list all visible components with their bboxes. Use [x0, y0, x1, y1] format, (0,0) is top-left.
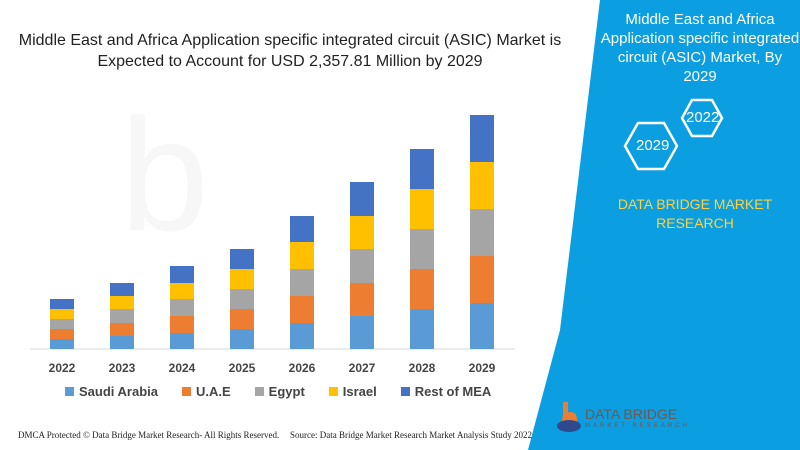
bar-segment-2029-u-a-e — [470, 256, 494, 303]
logo-subtext: MARKET RESEARCH — [585, 423, 690, 429]
bar-segment-2027-saudi-arabia — [350, 316, 374, 349]
legend-item: Israel — [328, 384, 377, 399]
legend-swatch — [254, 387, 264, 396]
legend-swatch — [328, 387, 338, 396]
logo: DATA BRIDGE MARKET RESEARCH — [555, 400, 687, 439]
brand-text: DATA BRIDGE MARKET RESEARCH — [617, 196, 773, 231]
bar-segment-2023-saudi-arabia — [110, 336, 134, 349]
bar-segment-2029-rest-of-mea — [470, 115, 494, 162]
watermark: b — [120, 85, 209, 264]
bar-segment-2028-israel — [410, 189, 434, 229]
bar-segment-2027-israel — [350, 216, 374, 249]
bar-segment-2025-u-a-e — [230, 309, 254, 329]
hexagon-2029 — [623, 121, 679, 171]
legend-item: Rest of MEA — [400, 384, 492, 399]
bar-segment-2029-saudi-arabia — [470, 303, 494, 349]
bar-segment-2022-rest-of-mea — [50, 299, 74, 309]
bar-segment-2026-u-a-e — [290, 296, 314, 323]
x-tick-label: 2024 — [169, 361, 196, 375]
legend-label: Israel — [342, 384, 377, 399]
bar-segment-2023-rest-of-mea — [110, 283, 134, 296]
logo-icon — [557, 402, 581, 432]
x-tick-label: 2026 — [289, 361, 316, 375]
bar-segment-2029-egypt — [470, 209, 494, 256]
bar-segment-2023-israel — [110, 296, 134, 309]
bar-segment-2024-rest-of-mea — [170, 266, 194, 283]
logo-text: DATA BRIDGE — [585, 406, 678, 422]
bar-segment-2023-egypt — [110, 309, 134, 323]
bar-segment-2024-israel — [170, 283, 194, 299]
x-tick-label: 2028 — [409, 361, 436, 375]
hexagon-2022 — [680, 98, 724, 138]
bar-segment-2024-saudi-arabia — [170, 333, 194, 349]
bar-segment-2025-egypt — [230, 289, 254, 309]
x-tick-label: 2025 — [229, 361, 256, 375]
bar-segment-2028-rest-of-mea — [410, 149, 434, 189]
side-panel-title: Middle East and Africa Application speci… — [600, 11, 800, 85]
bar-segment-2022-saudi-arabia — [50, 339, 74, 349]
bar-segment-2026-egypt — [290, 269, 314, 296]
footer-copyright: DMCA Protected © Data Bridge Market Rese… — [18, 430, 280, 440]
bar-segment-2027-u-a-e — [350, 283, 374, 316]
bar-segment-2023-u-a-e — [110, 323, 134, 336]
x-tick-label: 2022 — [49, 361, 76, 375]
bar-segment-2024-egypt — [170, 299, 194, 316]
hex-year-2022: 2022 — [686, 109, 720, 126]
bar-segment-2026-saudi-arabia — [290, 323, 314, 349]
bar-segment-2025-saudi-arabia — [230, 329, 254, 349]
bar-segment-2022-u-a-e — [50, 329, 74, 339]
bar-segment-2028-egypt — [410, 229, 434, 269]
bar-segment-2024-u-a-e — [170, 316, 194, 333]
x-tick-label: 2027 — [349, 361, 376, 375]
legend-item: Egypt — [254, 384, 305, 399]
legend-item: U.A.E — [181, 384, 231, 399]
bar-segment-2026-rest-of-mea — [290, 216, 314, 242]
hex-year-2029: 2029 — [636, 137, 670, 154]
bar-segment-2022-israel — [50, 309, 74, 319]
legend-item: Saudi Arabia — [65, 384, 158, 399]
bar-segment-2027-rest-of-mea — [350, 182, 374, 216]
legend-swatch — [400, 387, 410, 396]
bar-segment-2028-u-a-e — [410, 269, 434, 309]
stacked-bar-chart: 2022 2023 2024 2025 2026 2027 2028 2029 — [30, 115, 515, 375]
legend-label: Egypt — [268, 384, 305, 399]
bar-segment-2029-israel — [470, 162, 494, 209]
footer-source: Source: Data Bridge Market Research Mark… — [290, 430, 532, 440]
bar-segment-2025-rest-of-mea — [230, 249, 254, 269]
bar-segment-2026-israel — [290, 242, 314, 269]
bar-segment-2028-saudi-arabia — [410, 309, 434, 349]
x-tick-label: 2029 — [469, 361, 496, 375]
chart-title: Middle East and Africa Application speci… — [18, 32, 562, 70]
legend-label: Rest of MEA — [414, 384, 492, 399]
bar-segment-2022-egypt — [50, 319, 74, 329]
legend-swatch — [65, 387, 74, 396]
legend-swatch — [181, 387, 191, 396]
bar-segment-2027-egypt — [350, 249, 374, 283]
legend-label: Saudi Arabia — [79, 384, 158, 399]
legend-label: U.A.E — [195, 384, 231, 399]
bar-segment-2025-israel — [230, 269, 254, 289]
x-tick-label: 2023 — [109, 361, 136, 375]
legend: Saudi Arabia U.A.E Egypt Israel Rest of MEA — [65, 384, 491, 399]
